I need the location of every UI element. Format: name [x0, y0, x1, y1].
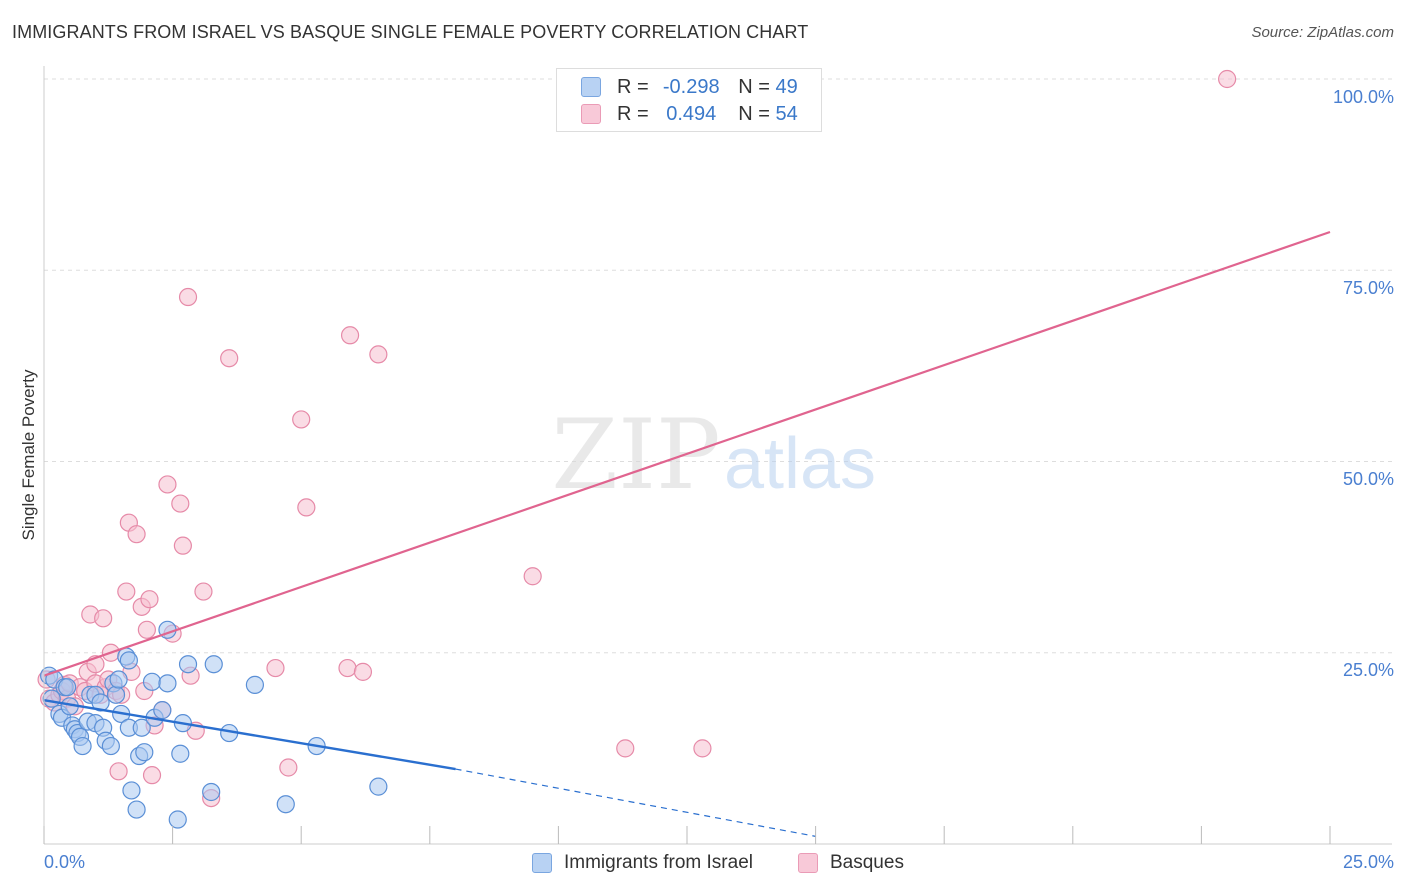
- basque-point: [1218, 69, 1237, 89]
- basque-point: [279, 758, 298, 777]
- basque-point: [369, 345, 388, 364]
- basque-point: [94, 609, 113, 628]
- israel-r-value: -0.298: [662, 75, 720, 98]
- israel-point: [91, 693, 110, 712]
- watermark-atlas: atlas: [724, 424, 876, 504]
- bottom-israel-label: Immigrants from Israel: [564, 852, 753, 873]
- basque-point: [353, 662, 373, 681]
- israel-point: [369, 777, 388, 796]
- basque-point: [220, 349, 239, 368]
- trend-lines: [43, 230, 1331, 837]
- basque-n-label: N =: [738, 102, 770, 125]
- israel-r-label: R =: [617, 75, 649, 98]
- source-label: Source: ZipAtlas.com: [1251, 24, 1394, 41]
- watermark-zip: ZIP: [551, 399, 720, 511]
- basque-point: [178, 287, 198, 307]
- x-tick-0: 0.0%: [44, 852, 86, 872]
- basque-point: [340, 326, 360, 345]
- israel-point: [132, 718, 151, 737]
- israel-point: [119, 651, 138, 670]
- israel-point: [178, 655, 198, 674]
- bottom-legend-basque: Basques: [798, 852, 904, 874]
- israel-point: [127, 800, 146, 819]
- israel-point: [245, 675, 265, 694]
- basque-point: [266, 658, 285, 678]
- grid-lines: [44, 78, 1392, 654]
- basque-point: [173, 536, 192, 555]
- basque-point: [127, 525, 146, 544]
- axes: [43, 66, 1392, 845]
- basque-point: [693, 739, 712, 758]
- basque-point: [338, 658, 357, 678]
- basque-point: [109, 762, 128, 781]
- israel-point: [101, 736, 120, 756]
- israel-n-label: N =: [738, 75, 770, 98]
- basque-point: [292, 410, 311, 429]
- israel-trend-extension: [455, 768, 816, 837]
- bottom-basque-label: Basques: [830, 852, 904, 873]
- israel-point: [204, 655, 223, 674]
- basque-swatch: [581, 104, 601, 124]
- israel-point: [202, 782, 221, 802]
- bottom-israel-swatch: [532, 853, 552, 873]
- basque-point: [616, 739, 635, 758]
- basque-r-label: R =: [617, 102, 649, 125]
- basque-point: [137, 620, 156, 639]
- basque-point: [297, 498, 316, 517]
- israel-point: [135, 743, 154, 762]
- y-tick-50: 50.0%: [1342, 469, 1394, 489]
- israel-trend-line: [43, 698, 456, 771]
- basque-point: [194, 582, 213, 601]
- israel-point: [58, 678, 77, 697]
- israel-n-value: 49: [775, 75, 798, 98]
- x-tick-25: 25.0%: [1342, 852, 1394, 872]
- israel-point: [142, 672, 162, 691]
- israel-point: [106, 685, 126, 704]
- y-tick-75: 75.0%: [1342, 278, 1394, 298]
- chart-title: IMMIGRANTS FROM ISRAEL VS BASQUE SINGLE …: [12, 22, 809, 42]
- israel-swatch: [581, 77, 601, 97]
- bottom-basque-swatch: [798, 853, 818, 873]
- bottom-legend-israel: Immigrants from Israel: [532, 852, 753, 874]
- basque-n-value: 54: [775, 102, 798, 125]
- legend-row-israel: R = -0.298 N = 49: [581, 75, 798, 99]
- basques-trend-line: [43, 230, 1331, 677]
- legend-row-basque: R = 0.494 N = 54: [581, 102, 798, 126]
- israel-point: [171, 744, 190, 763]
- y-tick-25: 25.0%: [1342, 660, 1394, 680]
- basque-point: [171, 494, 190, 513]
- basque-point: [142, 766, 162, 785]
- israel-point: [168, 810, 187, 829]
- israel-point: [276, 795, 295, 814]
- basque-point: [140, 590, 159, 609]
- basque-r-value: 0.494: [666, 102, 717, 125]
- israel-point: [158, 674, 177, 693]
- basque-point: [523, 567, 542, 586]
- israel-point: [153, 701, 172, 720]
- basque-point: [158, 475, 177, 494]
- israel-point: [109, 670, 128, 689]
- israel-points: [40, 620, 388, 829]
- israel-point: [122, 781, 141, 800]
- basque-point: [117, 582, 136, 601]
- correlation-legend: R = -0.298 N = 49 R = 0.494 N = 54: [556, 68, 822, 132]
- y-tick-100: 100.0%: [1332, 87, 1394, 107]
- israel-point: [73, 736, 92, 756]
